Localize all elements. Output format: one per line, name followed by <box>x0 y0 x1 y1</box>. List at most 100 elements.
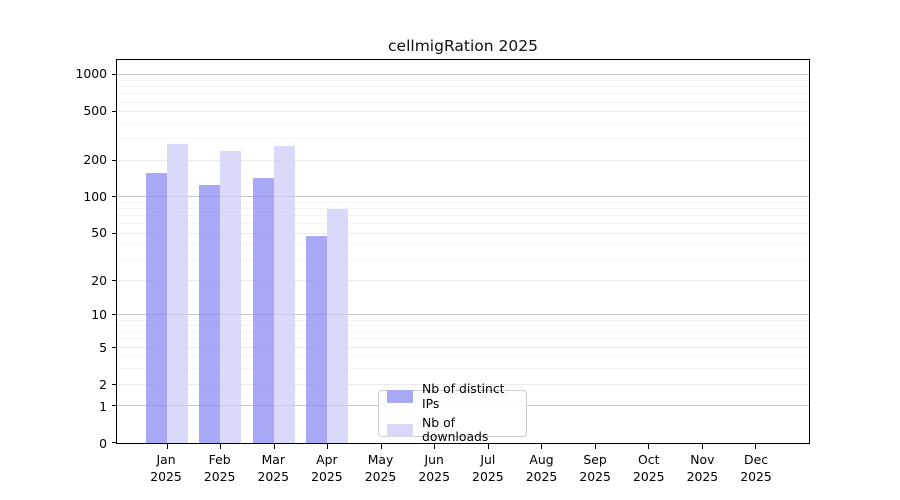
y-tick-label: 100 <box>83 188 107 204</box>
x-tick-label: Oct 2025 <box>632 452 665 484</box>
x-tick-year-label: 2025 <box>632 469 665 484</box>
x-axis-labels: Jan 2025 Feb 2025 Mar 2025 Apr 2025 May 2025 Jun 20… <box>116 451 810 491</box>
bar-nb-of-distinct-ips-jan <box>145 172 167 443</box>
x-tick-label: May 2025 <box>364 452 397 484</box>
legend-swatch-downloads <box>387 423 413 437</box>
x-tick-year-label: 2025 <box>150 469 182 484</box>
y-tick-mark <box>112 405 116 407</box>
bar-nb-of-downloads-mar <box>273 145 295 443</box>
plot-frame <box>112 59 810 449</box>
x-tick-mark <box>487 444 489 449</box>
y-tick-label: 200 <box>83 152 107 168</box>
legend-swatch-distinct-ips <box>387 390 413 404</box>
x-tick-year-label: 2025 <box>257 469 290 484</box>
x-tick-mark <box>541 444 543 449</box>
legend: Nb of distinct IPs Nb of downloads <box>378 381 527 444</box>
gridline <box>117 101 809 103</box>
y-tick-mark <box>112 196 116 198</box>
gridline <box>117 356 809 358</box>
x-tick-mark <box>594 444 596 449</box>
y-tick-label: 5 <box>99 339 107 355</box>
x-tick-mark <box>434 444 436 449</box>
x-tick-mark <box>701 444 703 449</box>
gridline <box>117 123 809 125</box>
x-tick-year-label: 2025 <box>418 469 450 484</box>
x-tick-mark <box>220 444 222 449</box>
y-tick-label: 20 <box>91 272 107 288</box>
gridline <box>117 232 809 234</box>
legend-label-downloads: Nb of downloads <box>422 414 489 445</box>
gridline <box>117 259 809 261</box>
y-axis-labels: 0 1 2 5 10 20 50 100 200 500 1000 <box>0 59 107 449</box>
gridline <box>117 338 809 340</box>
chart-title: cellmigRation 2025 <box>388 37 538 55</box>
x-tick-label: Jun 2025 <box>418 452 450 484</box>
legend-item-distinct-ips: Nb of distinct IPs <box>387 380 518 412</box>
x-tick-mark <box>648 444 650 449</box>
bar-nb-of-downloads-jan <box>166 143 188 443</box>
gridline <box>117 74 809 76</box>
plot-area <box>112 60 809 449</box>
gridline <box>117 202 809 204</box>
gridline <box>117 223 809 225</box>
x-tick-mark <box>166 444 168 449</box>
y-tick-label: 10 <box>91 307 107 323</box>
x-tick-year-label: 2025 <box>364 469 397 484</box>
y-tick-mark <box>112 383 116 385</box>
x-tick-year-label: 2025 <box>203 469 236 484</box>
bar-nb-of-distinct-ips-mar <box>252 177 274 443</box>
legend-label-distinct-ips: Nb of distinct IPs <box>422 380 505 411</box>
y-tick-label: 500 <box>83 103 107 119</box>
bar-nb-of-distinct-ips-apr <box>306 235 328 443</box>
y-tick-label: 50 <box>91 225 107 241</box>
x-tick-label: Mar 2025 <box>257 452 290 484</box>
y-tick-mark <box>112 280 116 282</box>
x-tick-year-label: 2025 <box>579 469 611 484</box>
x-tick-label: Feb 2025 <box>203 452 236 484</box>
gridline <box>117 383 809 385</box>
gridline <box>117 80 809 82</box>
y-tick-mark <box>112 74 116 76</box>
gridline <box>117 196 809 198</box>
gridline <box>117 93 809 95</box>
gridline <box>117 346 809 348</box>
x-tick-label: Nov 2025 <box>686 452 719 484</box>
gridline <box>117 215 809 217</box>
bar-nb-of-downloads-feb <box>220 151 242 443</box>
y-tick-mark <box>112 314 116 316</box>
y-tick-mark <box>112 346 116 348</box>
gridline <box>117 86 809 88</box>
gridline <box>117 138 809 140</box>
x-tick-year-label: 2025 <box>740 469 772 484</box>
x-tick-mark <box>273 444 275 449</box>
gridline <box>117 314 809 316</box>
x-tick-label: Sep 2025 <box>579 452 611 484</box>
x-tick-label: Jul 2025 <box>472 452 504 484</box>
y-tick-mark <box>112 159 116 161</box>
y-tick-mark <box>112 111 116 113</box>
y-tick-mark <box>112 442 116 443</box>
bar-nb-of-downloads-apr <box>327 208 349 443</box>
x-tick-year-label: 2025 <box>311 469 343 484</box>
x-tick-year-label: 2025 <box>525 469 558 484</box>
x-tick-label: Jan 2025 <box>150 452 182 484</box>
gridline <box>117 368 809 370</box>
gridline <box>117 331 809 333</box>
y-tick-label: 2 <box>99 377 107 393</box>
x-tick-label: Dec 2025 <box>740 452 772 484</box>
gridline <box>117 111 809 113</box>
y-tick-mark <box>112 232 116 234</box>
x-tick-mark <box>380 444 382 449</box>
x-tick-mark <box>327 444 329 449</box>
gridline <box>117 208 809 210</box>
gridline <box>117 244 809 246</box>
x-tick-label: Apr 2025 <box>311 452 343 484</box>
y-tick-label: 0 <box>99 435 107 451</box>
x-tick-label: Aug 2025 <box>525 452 558 484</box>
y-tick-label: 1 <box>99 398 107 414</box>
gridline <box>117 319 809 321</box>
gridline <box>117 325 809 327</box>
legend-item-downloads: Nb of downloads <box>387 414 518 446</box>
x-tick-year-label: 2025 <box>472 469 504 484</box>
